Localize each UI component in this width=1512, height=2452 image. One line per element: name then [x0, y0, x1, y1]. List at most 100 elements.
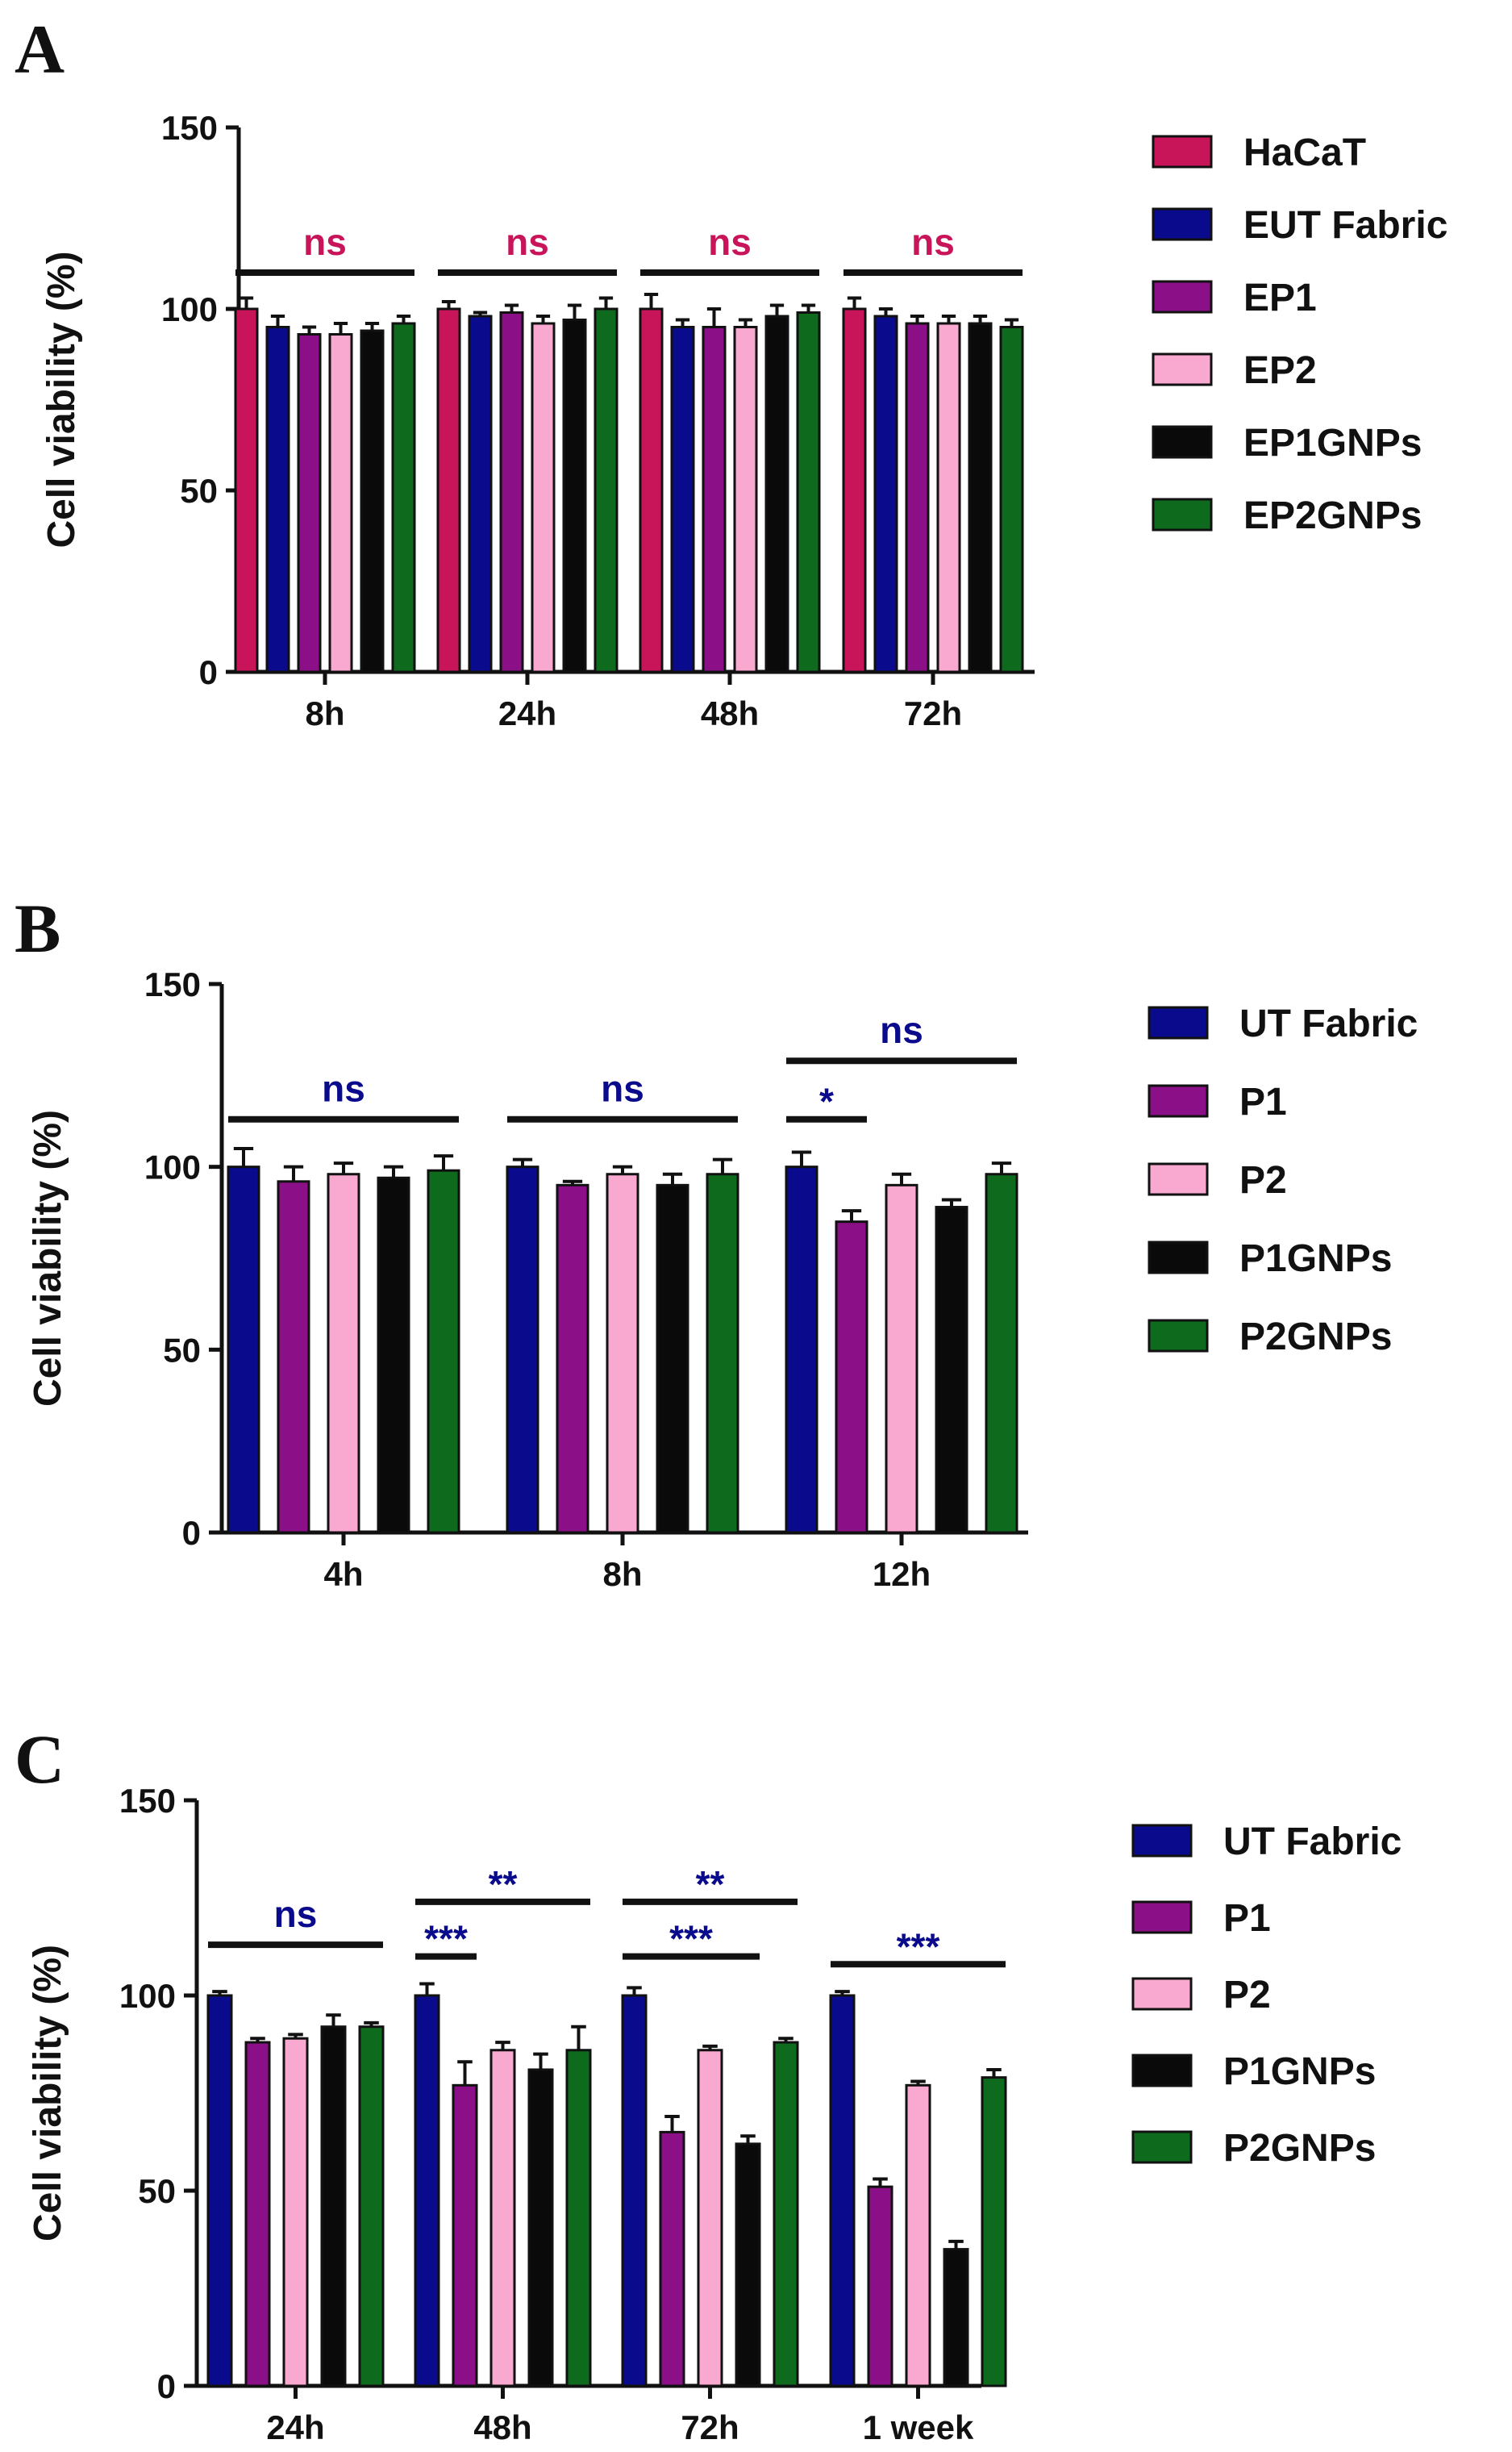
- bar: [943, 2248, 969, 2387]
- panel-b: B 0 50 100 150 Cell viability (%) 4h 8h 12h ns ns n…: [15, 890, 1418, 1593]
- legend-label: UT Fabric: [1239, 1003, 1418, 1045]
- legend-swatch: [1148, 1162, 1209, 1196]
- legend-swatch: [1152, 280, 1213, 314]
- legend-label: EP2: [1243, 349, 1317, 392]
- bar: [489, 2049, 516, 2387]
- bar: [935, 1206, 968, 1534]
- legend-label: UT Fabric: [1223, 1820, 1402, 1863]
- bar: [234, 307, 259, 673]
- bar: [436, 307, 461, 673]
- bar: [377, 1176, 410, 1534]
- bar: [842, 307, 867, 673]
- legend-swatch: [1148, 1241, 1209, 1274]
- bar: [227, 1166, 260, 1534]
- bar: [360, 329, 385, 673]
- bar: [968, 322, 993, 673]
- x-tick-label: 8h: [602, 1555, 642, 1593]
- significance-label: ***: [897, 1925, 940, 1967]
- significance-label: ns: [303, 221, 347, 263]
- bar: [414, 1994, 440, 2387]
- significance-label: **: [696, 1863, 725, 1905]
- bar: [265, 326, 290, 673]
- y-tick-label: 0: [199, 653, 218, 691]
- y-axis-title: Cell viability (%): [27, 1945, 69, 2241]
- bar: [499, 311, 524, 673]
- bar: [670, 326, 695, 673]
- panel-label: B: [15, 890, 60, 967]
- y-tick-label: 0: [157, 2367, 176, 2405]
- significance-label: **: [489, 1863, 518, 1905]
- legend-label: EP1: [1243, 277, 1317, 319]
- y-tick-label: 150: [161, 109, 218, 147]
- bar: [639, 307, 664, 673]
- bar: [531, 322, 556, 673]
- bar: [206, 1994, 233, 2387]
- panel-label: C: [15, 1720, 65, 1798]
- legend-swatch: [1148, 1084, 1209, 1118]
- y-tick-label: 150: [144, 965, 201, 1003]
- bar: [999, 326, 1024, 673]
- significance-label: ns: [708, 221, 752, 263]
- significance-label: ***: [424, 1918, 468, 1960]
- x-tick-label: 24h: [266, 2408, 324, 2446]
- y-tick-label: 100: [119, 1977, 176, 2015]
- panel-label: A: [15, 10, 65, 88]
- legend-label: P1GNPs: [1239, 1237, 1392, 1280]
- significance-label: ns: [911, 221, 955, 263]
- legend-label: P1: [1239, 1081, 1287, 1124]
- bar: [735, 2142, 761, 2387]
- legend-label: P1: [1223, 1897, 1271, 1940]
- legend-swatch: [1131, 1977, 1193, 2011]
- bar: [733, 326, 758, 673]
- legend-label: EP2GNPs: [1243, 494, 1422, 537]
- bar: [829, 1994, 856, 2387]
- bar: [506, 1166, 539, 1534]
- legend-label: P2: [1239, 1159, 1287, 1202]
- y-tick-label: 0: [182, 1514, 201, 1552]
- legend-swatch: [1152, 498, 1213, 532]
- legend-label: P2GNPs: [1223, 2127, 1376, 2170]
- bar: [905, 2083, 931, 2387]
- x-tick-label: 24h: [498, 694, 556, 732]
- bar: [244, 2041, 271, 2387]
- y-axis-title: Cell viability (%): [40, 251, 83, 548]
- y-tick-label: 150: [119, 1782, 176, 1820]
- significance-label: ns: [880, 1009, 923, 1051]
- bar: [277, 1180, 310, 1534]
- x-tick-label: 4h: [323, 1555, 363, 1593]
- bar: [785, 1166, 818, 1534]
- x-tick-label: 8h: [305, 694, 344, 732]
- legend-label: P2: [1223, 1974, 1271, 2016]
- x-tick-label: 72h: [681, 2408, 739, 2446]
- panel-a: A 0 50 100 150 Cell viability (%) 8h 24h 48h 72h n…: [15, 10, 1447, 732]
- x-tick-label: 1 week: [863, 2408, 974, 2446]
- significance-label: ns: [322, 1068, 365, 1110]
- bar: [773, 2041, 799, 2387]
- bar: [328, 333, 353, 673]
- y-tick-label: 50: [180, 472, 218, 510]
- bar: [327, 1173, 360, 1534]
- bar: [297, 333, 322, 673]
- legend-swatch: [1131, 2054, 1193, 2087]
- legend-swatch: [1148, 1006, 1209, 1040]
- legend-swatch: [1152, 425, 1213, 459]
- panel-c: C 0 50 100 150 Cell viability (%) 24h 48h 72h 1 w…: [15, 1720, 1402, 2446]
- bar: [621, 1994, 648, 2387]
- y-tick-label: 50: [138, 2172, 176, 2210]
- significance-label: ns: [506, 221, 549, 263]
- bar: [706, 1173, 739, 1534]
- significance-label: *: [819, 1081, 834, 1123]
- bar: [358, 2025, 385, 2387]
- legend-swatch: [1152, 352, 1213, 386]
- bar: [556, 1183, 589, 1534]
- x-tick-label: 72h: [904, 694, 962, 732]
- bar: [468, 315, 493, 673]
- bar: [764, 315, 789, 673]
- legend-swatch: [1148, 1319, 1209, 1353]
- bar: [594, 307, 619, 673]
- legend-swatch: [1131, 1824, 1193, 1858]
- y-tick-label: 50: [163, 1331, 201, 1369]
- bar: [697, 2049, 723, 2387]
- legend-swatch: [1152, 135, 1213, 169]
- significance-label: ns: [601, 1068, 644, 1110]
